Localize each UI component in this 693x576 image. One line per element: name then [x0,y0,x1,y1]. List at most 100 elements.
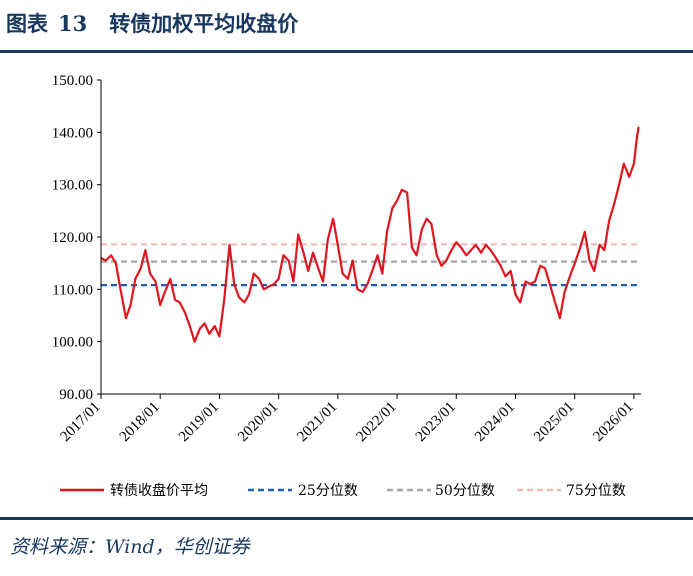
x-tick-label: 2026/01 [590,399,636,445]
data-point [584,231,586,233]
data-point [253,273,255,275]
x-tick-label: 2024/01 [472,399,518,445]
bottom-rule [0,517,693,520]
data-point [258,278,260,280]
data-point [524,280,527,283]
legend: 转债收盘价平均 25分位数 50分位数 75分位数 [60,482,626,499]
data-point [322,280,324,283]
data-point [519,301,521,303]
data-point [460,246,462,249]
data-point [327,239,329,241]
data-point [608,220,610,222]
data-point [371,270,373,272]
data-point [636,137,638,139]
data-point [386,231,388,233]
source-note: 资料来源：Wind，华创证券 [10,536,250,558]
data-point [539,265,541,267]
data-point [396,199,398,201]
data-point [578,249,581,251]
data-point [115,262,117,264]
data-point [288,260,290,262]
data-point [263,288,265,290]
data-point [273,283,275,285]
data-point [140,267,142,269]
legend-label: 转债收盘价平均 [110,482,208,499]
data-point [401,189,403,191]
legend-label: 75分位数 [566,483,626,499]
data-point [268,286,270,288]
x-tick-label: 2025/01 [531,399,577,445]
data-point [362,291,364,293]
top-rule [0,50,693,53]
data-point [194,341,196,343]
data-point [130,304,132,306]
figure-number: 13 [58,11,88,36]
y-tick-label: 130.00 [52,178,93,194]
figure-heading: 转债加权平均收盘价 [109,11,299,36]
data-point [119,288,122,290]
data-point [500,265,502,267]
x-tick-label: 2019/01 [176,399,222,445]
data-point [214,325,216,327]
data-point [436,254,438,256]
data-point [169,278,171,280]
data-point [159,304,161,306]
data-point [352,260,354,262]
y-tick-label: 140.00 [52,125,93,141]
x-tick-label: 2022/01 [354,399,400,445]
data-point [574,262,576,264]
data-point [381,273,383,275]
data-point [278,278,280,280]
data-point [238,296,240,298]
data-point [347,278,349,280]
data-point [174,299,176,301]
data-point [243,301,245,303]
data-point [317,267,319,269]
figure-label: 图表 [6,11,48,36]
y-tick-label: 120.00 [52,230,93,246]
data-point [440,265,443,267]
data-point [455,241,457,243]
x-tick-label: 2018/01 [117,399,163,445]
data-point [416,254,418,256]
data-point [154,280,157,283]
data-point [184,312,186,314]
legend-label: 50分位数 [435,483,495,499]
data-point [603,249,605,251]
data-point [510,270,512,272]
data-point [544,267,546,269]
y-tick-label: 150.00 [52,73,93,89]
x-tick-label: 2021/01 [294,399,340,445]
data-point [628,176,630,178]
data-point [613,202,616,204]
data-point [223,299,225,301]
data-point [529,283,531,285]
price-line-chart: 150.00 140.00 130.00 120.00 110.00 100.00 90.0… [52,73,641,499]
data-point [406,191,408,194]
data-point [445,260,447,262]
price-series-line [100,126,640,343]
x-tick-label: 2017/01 [58,399,104,445]
data-point [144,249,146,251]
data-point [204,322,206,324]
data-point [495,257,497,259]
data-point [411,246,413,249]
data-point [297,233,299,235]
data-point [134,278,136,280]
data-point [638,126,640,128]
data-point [618,184,620,186]
data-point [342,273,344,275]
data-point [332,218,334,220]
data-point [189,325,191,327]
data-point [208,333,210,335]
data-point [426,218,428,220]
data-point [110,254,112,256]
data-point [554,301,556,303]
plot-area [100,126,641,343]
data-point [282,254,284,256]
data-point [376,254,379,256]
data-point [356,288,358,290]
data-point [125,317,127,319]
axes: 150.00 140.00 130.00 120.00 110.00 100.00 90.0… [52,73,641,445]
data-point [199,328,201,330]
